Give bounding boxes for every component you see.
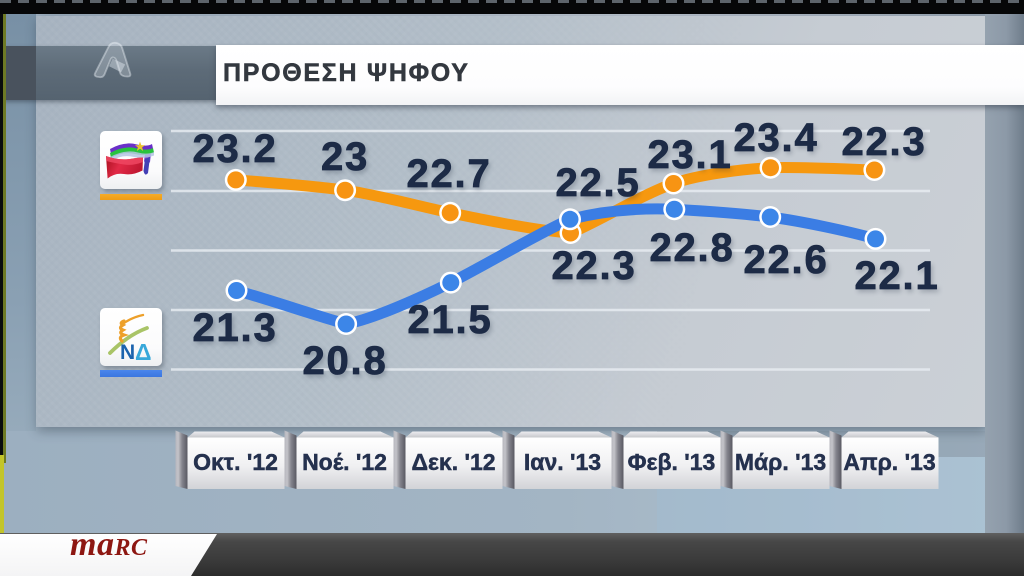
svg-text:Ν: Ν bbox=[120, 341, 135, 364]
svg-text:Δ: Δ bbox=[135, 339, 152, 365]
